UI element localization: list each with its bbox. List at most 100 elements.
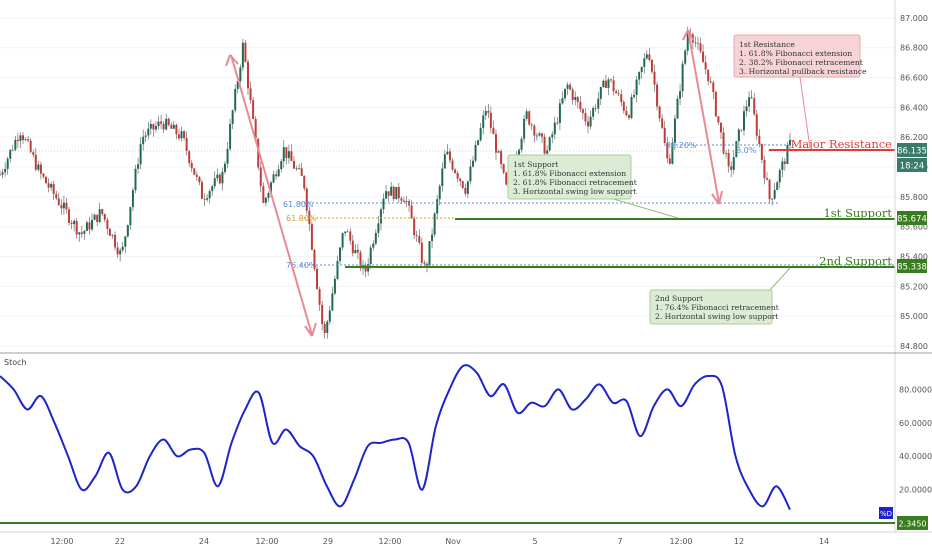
candle-body [405, 201, 408, 202]
candle-body [93, 214, 96, 220]
candle-body [52, 184, 55, 194]
arrow-head [304, 325, 313, 337]
candle-body [318, 289, 321, 305]
candle-body [538, 133, 541, 136]
candle-body [569, 84, 572, 90]
candle-body [244, 42, 247, 62]
candle-body [264, 197, 267, 203]
candle-body [149, 123, 152, 129]
candle-body [668, 158, 671, 164]
candle-body [280, 161, 283, 170]
callout-title: 1st Resistance [739, 40, 795, 49]
candle-body [206, 198, 209, 200]
candle-body [461, 181, 464, 188]
first-support-value: 85.674 [897, 215, 927, 225]
major-resistance-label: Major Resistance [791, 137, 893, 151]
candle-body [768, 179, 771, 200]
time-tick-label: 5 [532, 537, 537, 546]
candle-body [106, 219, 109, 229]
time-axis: 12:00 22 24 12:00 29 12:00 Nov 5 7 12:00 12 14 [50, 537, 829, 546]
price-grid [0, 17, 895, 347]
candle-body [566, 84, 569, 89]
candle-body [157, 121, 160, 127]
candle-body [129, 207, 132, 226]
candle-body [356, 249, 359, 253]
candle-body [50, 184, 53, 188]
candle-body [211, 186, 214, 192]
candle-body [351, 240, 354, 254]
candle-body [290, 151, 293, 161]
candle-body [293, 160, 296, 169]
price-tick-label: 86.400 [900, 103, 928, 112]
candle-body [16, 139, 19, 142]
candle-body [108, 228, 111, 236]
arrow-head [687, 29, 694, 41]
candle-body [551, 134, 554, 138]
candle-body [45, 176, 48, 184]
candle-body [466, 181, 469, 194]
stoch-d-line [0, 364, 791, 511]
candle-body [400, 198, 403, 201]
candle-body [341, 233, 344, 248]
current-price-value: 86.135 [897, 147, 927, 157]
candle-body [523, 118, 526, 139]
candle-body [137, 164, 140, 169]
candle-body [308, 210, 311, 225]
candle-body [139, 144, 142, 165]
price-tick-label: 86.800 [900, 44, 928, 53]
candle-body [589, 116, 592, 127]
candle-body [528, 111, 531, 125]
candle-body [180, 131, 183, 139]
candle-body [193, 168, 196, 175]
candle-body [635, 79, 638, 95]
candle-body [500, 151, 503, 165]
candle-body [622, 101, 625, 111]
candle-body [397, 186, 400, 199]
candle-body [748, 97, 751, 107]
candle-body [576, 97, 579, 102]
candle-body [548, 137, 551, 151]
candle-body [719, 122, 722, 133]
candle-body [387, 191, 390, 196]
candle-body [732, 157, 735, 170]
first-support-label: 1st Support [823, 206, 892, 220]
candle-body [666, 143, 669, 159]
candle-body [190, 163, 193, 169]
candle-body [571, 89, 574, 100]
candle-body [558, 103, 561, 123]
candle-body [564, 88, 567, 99]
candle-body [295, 168, 298, 170]
candle-body [574, 97, 577, 100]
candle-body [19, 135, 22, 142]
candle-body [487, 110, 490, 113]
candle-body [556, 122, 559, 124]
candle-body [167, 118, 170, 125]
candle-body [339, 247, 342, 261]
candle-body [725, 153, 728, 154]
candle-body [78, 232, 81, 235]
candle-body [479, 127, 482, 141]
candle-body [753, 98, 756, 115]
candle-body [561, 98, 564, 104]
candle-body [47, 183, 50, 188]
candle-body [482, 115, 485, 128]
candle-body [32, 152, 35, 155]
time-tick-label: 12:00 [50, 537, 73, 546]
swing-arrow [687, 29, 720, 204]
candle-body [270, 182, 273, 193]
candle-body [37, 164, 40, 170]
candle-body [336, 260, 339, 279]
oscillator-title: Stoch [4, 358, 27, 367]
candle-body [765, 178, 768, 180]
oscillator-axis: 80.0000 60.0000 40.0000 20.0000 [899, 385, 932, 494]
candle-body [517, 149, 520, 158]
candle-body [712, 82, 715, 93]
candle-body [679, 91, 682, 99]
candle-body [760, 143, 763, 160]
candle-body [126, 225, 129, 237]
candle-body [425, 263, 428, 266]
callout-pointer [799, 76, 811, 149]
candle-body [581, 109, 584, 114]
candle-body [671, 142, 674, 164]
candle-body [607, 79, 610, 88]
